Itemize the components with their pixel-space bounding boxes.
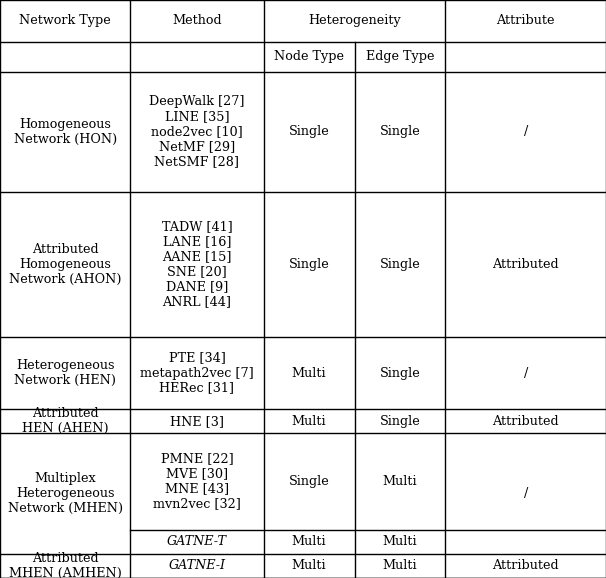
Text: HNE [3]: HNE [3] bbox=[170, 415, 224, 428]
Text: Single: Single bbox=[288, 125, 330, 139]
Text: Single: Single bbox=[379, 366, 421, 380]
Text: Single: Single bbox=[379, 125, 421, 139]
Text: Heterogeneity: Heterogeneity bbox=[308, 14, 401, 27]
Text: GATNE-I: GATNE-I bbox=[168, 560, 225, 572]
Text: DeepWalk [27]
LINE [35]
node2vec [10]
NetMF [29]
NetSMF [28]: DeepWalk [27] LINE [35] node2vec [10] Ne… bbox=[149, 95, 245, 168]
Text: Multi: Multi bbox=[291, 415, 327, 428]
Text: Homogeneous
Network (HON): Homogeneous Network (HON) bbox=[13, 118, 117, 146]
Text: Attributed: Attributed bbox=[493, 415, 559, 428]
Text: Multi: Multi bbox=[291, 366, 327, 380]
Text: Node Type: Node Type bbox=[274, 50, 344, 63]
Text: Multi: Multi bbox=[382, 560, 418, 572]
Text: GATNE-T: GATNE-T bbox=[167, 535, 227, 549]
Text: Attributed
MHEN (AMHEN): Attributed MHEN (AMHEN) bbox=[8, 552, 122, 578]
Text: Attributed
HEN (AHEN): Attributed HEN (AHEN) bbox=[22, 407, 108, 435]
Text: Multiplex
Heterogeneous
Network (MHEN): Multiplex Heterogeneous Network (MHEN) bbox=[8, 472, 122, 515]
Text: Heterogeneous
Network (HEN): Heterogeneous Network (HEN) bbox=[14, 359, 116, 387]
Text: Multi: Multi bbox=[382, 535, 418, 549]
Text: /: / bbox=[524, 125, 528, 139]
Text: Attributed
Homogeneous
Network (AHON): Attributed Homogeneous Network (AHON) bbox=[9, 243, 121, 286]
Text: Single: Single bbox=[288, 475, 330, 488]
Text: Attributed: Attributed bbox=[493, 258, 559, 271]
Text: Attribute: Attribute bbox=[496, 14, 555, 27]
Text: Method: Method bbox=[172, 14, 222, 27]
Text: Multi: Multi bbox=[291, 560, 327, 572]
Text: Single: Single bbox=[379, 415, 421, 428]
Text: TADW [41]
LANE [16]
AANE [15]
SNE [20]
DANE [9]
ANRL [44]: TADW [41] LANE [16] AANE [15] SNE [20] D… bbox=[162, 221, 232, 309]
Text: Single: Single bbox=[379, 258, 421, 271]
Text: Multi: Multi bbox=[382, 475, 418, 488]
Text: Attributed: Attributed bbox=[493, 560, 559, 572]
Text: /: / bbox=[524, 487, 528, 500]
Text: Single: Single bbox=[288, 258, 330, 271]
Text: PMNE [22]
MVE [30]
MNE [43]
mvn2vec [32]: PMNE [22] MVE [30] MNE [43] mvn2vec [32] bbox=[153, 453, 241, 510]
Text: /: / bbox=[524, 366, 528, 380]
Text: Multi: Multi bbox=[291, 535, 327, 549]
Text: Edge Type: Edge Type bbox=[365, 50, 435, 63]
Text: Network Type: Network Type bbox=[19, 14, 111, 27]
Text: PTE [34]
metapath2vec [7]
HERec [31]: PTE [34] metapath2vec [7] HERec [31] bbox=[140, 351, 254, 395]
